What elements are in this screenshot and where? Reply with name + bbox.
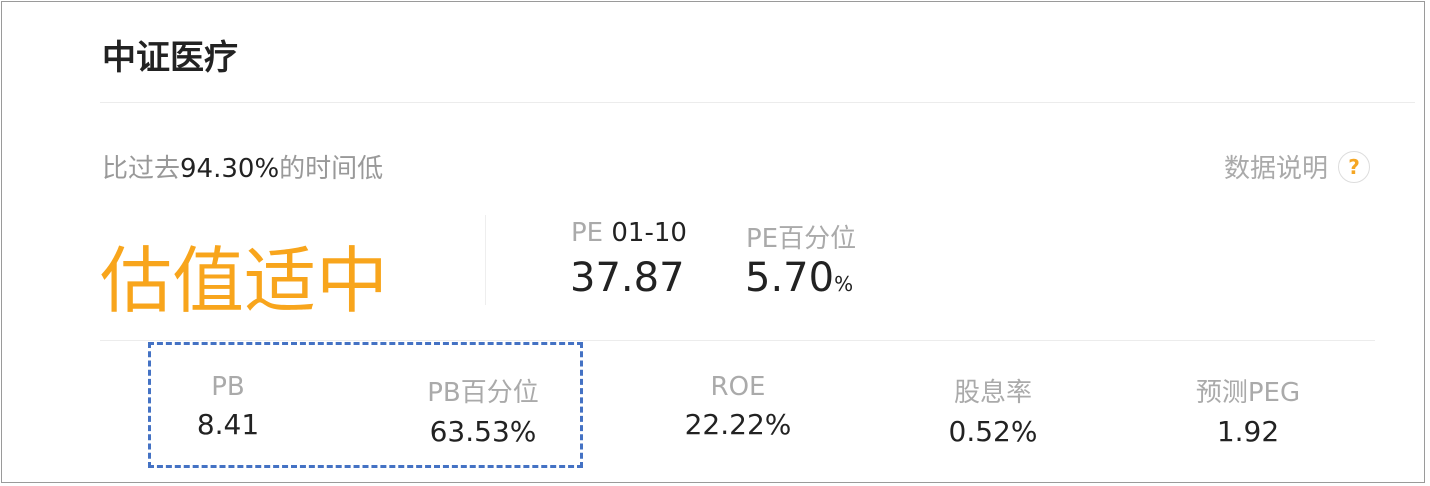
metric-value: 8.41 xyxy=(196,408,260,441)
metric-value: 63.53% xyxy=(429,415,537,448)
data-explanation-label: 数据说明 xyxy=(1223,154,1328,184)
metric-value: 0.52% xyxy=(948,415,1038,448)
metric-label: 股息率 xyxy=(953,378,1032,408)
metric-roe: ROE 22.22% xyxy=(628,372,848,441)
percentile-summary: 比过去94.30%的时间低 xyxy=(102,148,383,185)
metric-label: PB xyxy=(211,372,245,402)
summary-value: 94.30% xyxy=(180,154,280,184)
pe-percentile-value: 5.70% xyxy=(745,255,853,301)
valuation-status: 估值适中 xyxy=(100,239,389,323)
summary-prefix: 比过去 xyxy=(102,154,181,184)
metric-dividend-yield: 股息率 0.52% xyxy=(883,372,1103,448)
divider xyxy=(100,102,1415,103)
divider xyxy=(100,340,1375,341)
pe-percentile-unit: % xyxy=(834,272,854,296)
pe-value: 37.87 xyxy=(570,255,685,301)
highlight-box xyxy=(148,342,583,468)
summary-suffix: 的时间低 xyxy=(279,154,384,184)
question-circle-icon[interactable]: ? xyxy=(1338,150,1370,183)
page-title: 中证医疗 xyxy=(102,38,238,78)
pe-date: 01-10 xyxy=(611,218,687,248)
metric-forecast-peg: 预测PEG 1.92 xyxy=(1138,372,1358,448)
pe-label-prefix: PE xyxy=(571,218,612,248)
metric-pb-percentile: PB百分位 63.53% xyxy=(373,372,593,448)
metric-label: 预测PEG xyxy=(1195,378,1301,408)
metric-label: PB百分位 xyxy=(427,378,539,408)
data-explanation-link[interactable]: 数据说明? xyxy=(1224,148,1370,185)
pe-percentile-label: PE百分位 xyxy=(746,224,857,254)
metric-label: ROE xyxy=(710,372,766,402)
metric-value: 1.92 xyxy=(1216,415,1280,448)
vertical-divider xyxy=(485,215,486,305)
pe-label: PE 01-10 xyxy=(571,218,687,248)
metric-value: 22.22% xyxy=(684,408,792,441)
pe-percentile-number: 5.70 xyxy=(745,255,835,301)
metric-pb: PB 8.41 xyxy=(118,372,338,441)
